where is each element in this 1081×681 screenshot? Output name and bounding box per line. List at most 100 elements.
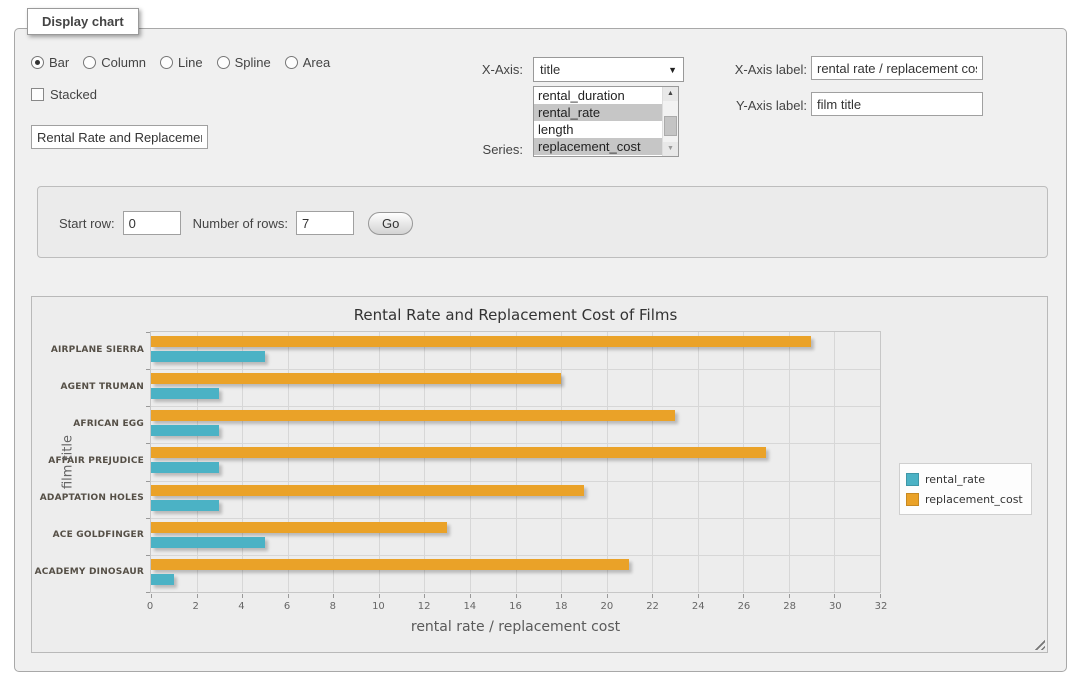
- x-tick-label: 30: [829, 601, 842, 612]
- gridline: [561, 332, 562, 592]
- resize-handle-icon[interactable]: [1034, 639, 1045, 650]
- category-label: AGENT TRUMAN: [32, 382, 144, 392]
- x-tick-label: 10: [372, 601, 385, 612]
- series-listbox-options: rental_durationrental_ratelengthreplacem…: [534, 87, 662, 156]
- x-tick-label: 6: [284, 601, 290, 612]
- x-axis-select[interactable]: title ▼: [533, 57, 684, 82]
- category-label: AFRICAN EGG: [32, 419, 144, 429]
- gridline: [470, 332, 471, 592]
- gridline: [743, 332, 744, 592]
- gridline: [698, 332, 699, 592]
- listbox-scrollbar[interactable]: ▲ ▼: [662, 87, 678, 156]
- radio-icon: [31, 56, 44, 69]
- series-option-rental_duration[interactable]: rental_duration: [534, 87, 662, 104]
- display-chart-panel: Display chart BarColumnLineSplineArea St…: [14, 28, 1067, 672]
- x-tick-mark: [197, 594, 198, 598]
- x-tick-label: 22: [646, 601, 659, 612]
- gridline: [242, 332, 243, 592]
- chart-type-option-line[interactable]: Line: [160, 55, 203, 70]
- y-tick-mark: [146, 481, 150, 482]
- category-label: AFFAIR PREJUDICE: [32, 456, 144, 466]
- gridline: [834, 332, 835, 592]
- scroll-down-icon[interactable]: ▼: [663, 142, 678, 156]
- radio-option-label: Bar: [49, 55, 69, 70]
- legend-label: rental_rate: [925, 473, 985, 486]
- start-row-input[interactable]: [123, 211, 181, 235]
- bar-replacement_cost: [151, 447, 766, 458]
- chart-type-option-spline[interactable]: Spline: [217, 55, 271, 70]
- bar-replacement_cost: [151, 410, 675, 421]
- y-tick-mark: [146, 443, 150, 444]
- radio-icon: [160, 56, 173, 69]
- chart-title: Rental Rate and Replacement Cost of Film…: [150, 306, 881, 324]
- bar-rental_rate: [151, 574, 174, 585]
- chart-type-radios: Bar Column Line Spline Area: [31, 55, 330, 70]
- scroll-up-icon[interactable]: ▲: [663, 87, 678, 101]
- x-tick-mark: [242, 594, 243, 598]
- chart-legend: rental_rate replacement_cost: [899, 463, 1032, 515]
- bar-replacement_cost: [151, 373, 561, 384]
- bar-rental_rate: [151, 425, 219, 436]
- gridline: [789, 332, 790, 592]
- rows-controls: Start row: Number of rows: Go: [59, 211, 413, 235]
- chart-title-input[interactable]: [31, 125, 208, 149]
- x-axis-label-input[interactable]: [811, 56, 983, 80]
- y-tick-mark: [146, 332, 150, 333]
- rows-panel: Start row: Number of rows: Go: [37, 186, 1048, 258]
- x-tick-label: 24: [692, 601, 705, 612]
- x-tick-mark: [470, 594, 471, 598]
- series-option-replacement_cost[interactable]: replacement_cost: [534, 138, 662, 155]
- legend-swatch: [906, 493, 919, 506]
- go-button[interactable]: Go: [368, 212, 413, 235]
- radio-option-label: Spline: [235, 55, 271, 70]
- bar-rental_rate: [151, 537, 265, 548]
- x-tick-label: 26: [738, 601, 751, 612]
- gridline: [607, 332, 608, 592]
- scrollbar-track[interactable]: [663, 101, 678, 142]
- gridline: [151, 443, 880, 444]
- legend-swatch: [906, 473, 919, 486]
- legend-label: replacement_cost: [925, 493, 1023, 506]
- gridline: [288, 332, 289, 592]
- radio-icon: [217, 56, 230, 69]
- x-tick-mark: [743, 594, 744, 598]
- x-tick-label: 0: [147, 601, 153, 612]
- chart-panel: Rental Rate and Replacement Cost of Film…: [31, 296, 1048, 653]
- stacked-label: Stacked: [50, 87, 97, 102]
- radio-icon: [83, 56, 96, 69]
- bar-replacement_cost: [151, 485, 584, 496]
- scrollbar-thumb[interactable]: [664, 116, 677, 136]
- series-option-length[interactable]: length: [534, 121, 662, 138]
- x-tick-mark: [698, 594, 699, 598]
- chevron-down-icon: ▼: [668, 65, 677, 75]
- legend-item-replacement_cost: replacement_cost: [906, 489, 1023, 509]
- gridline: [151, 406, 880, 407]
- bar-replacement_cost: [151, 559, 629, 570]
- y-axis-label-input[interactable]: [811, 92, 983, 116]
- series-listbox[interactable]: rental_durationrental_ratelengthreplacem…: [533, 86, 679, 157]
- num-rows-input[interactable]: [296, 211, 354, 235]
- chart-type-option-bar[interactable]: Bar: [31, 55, 69, 70]
- series-option-rental_rate[interactable]: rental_rate: [534, 104, 662, 121]
- x-tick-mark: [379, 594, 380, 598]
- stacked-control[interactable]: Stacked: [31, 87, 97, 102]
- category-label: ACADEMY DINOSAUR: [32, 567, 144, 577]
- start-row-caption: Start row:: [59, 216, 115, 231]
- chart-type-option-column[interactable]: Column: [83, 55, 146, 70]
- bar-replacement_cost: [151, 336, 811, 347]
- x-tick-label: 16: [509, 601, 522, 612]
- x-tick-label: 14: [463, 601, 476, 612]
- x-tick-mark: [652, 594, 653, 598]
- stacked-checkbox[interactable]: [31, 88, 44, 101]
- chart-type-option-area[interactable]: Area: [285, 55, 330, 70]
- x-axis-selected-value: title: [540, 62, 560, 77]
- radio-option-label: Area: [303, 55, 330, 70]
- x-tick-mark: [561, 594, 562, 598]
- x-axis-label-caption: X-Axis label:: [715, 62, 807, 77]
- bar-rental_rate: [151, 500, 219, 511]
- y-tick-mark: [146, 555, 150, 556]
- y-tick-mark: [146, 369, 150, 370]
- x-tick-label: 32: [875, 601, 888, 612]
- x-tick-label: 12: [418, 601, 431, 612]
- gridline: [424, 332, 425, 592]
